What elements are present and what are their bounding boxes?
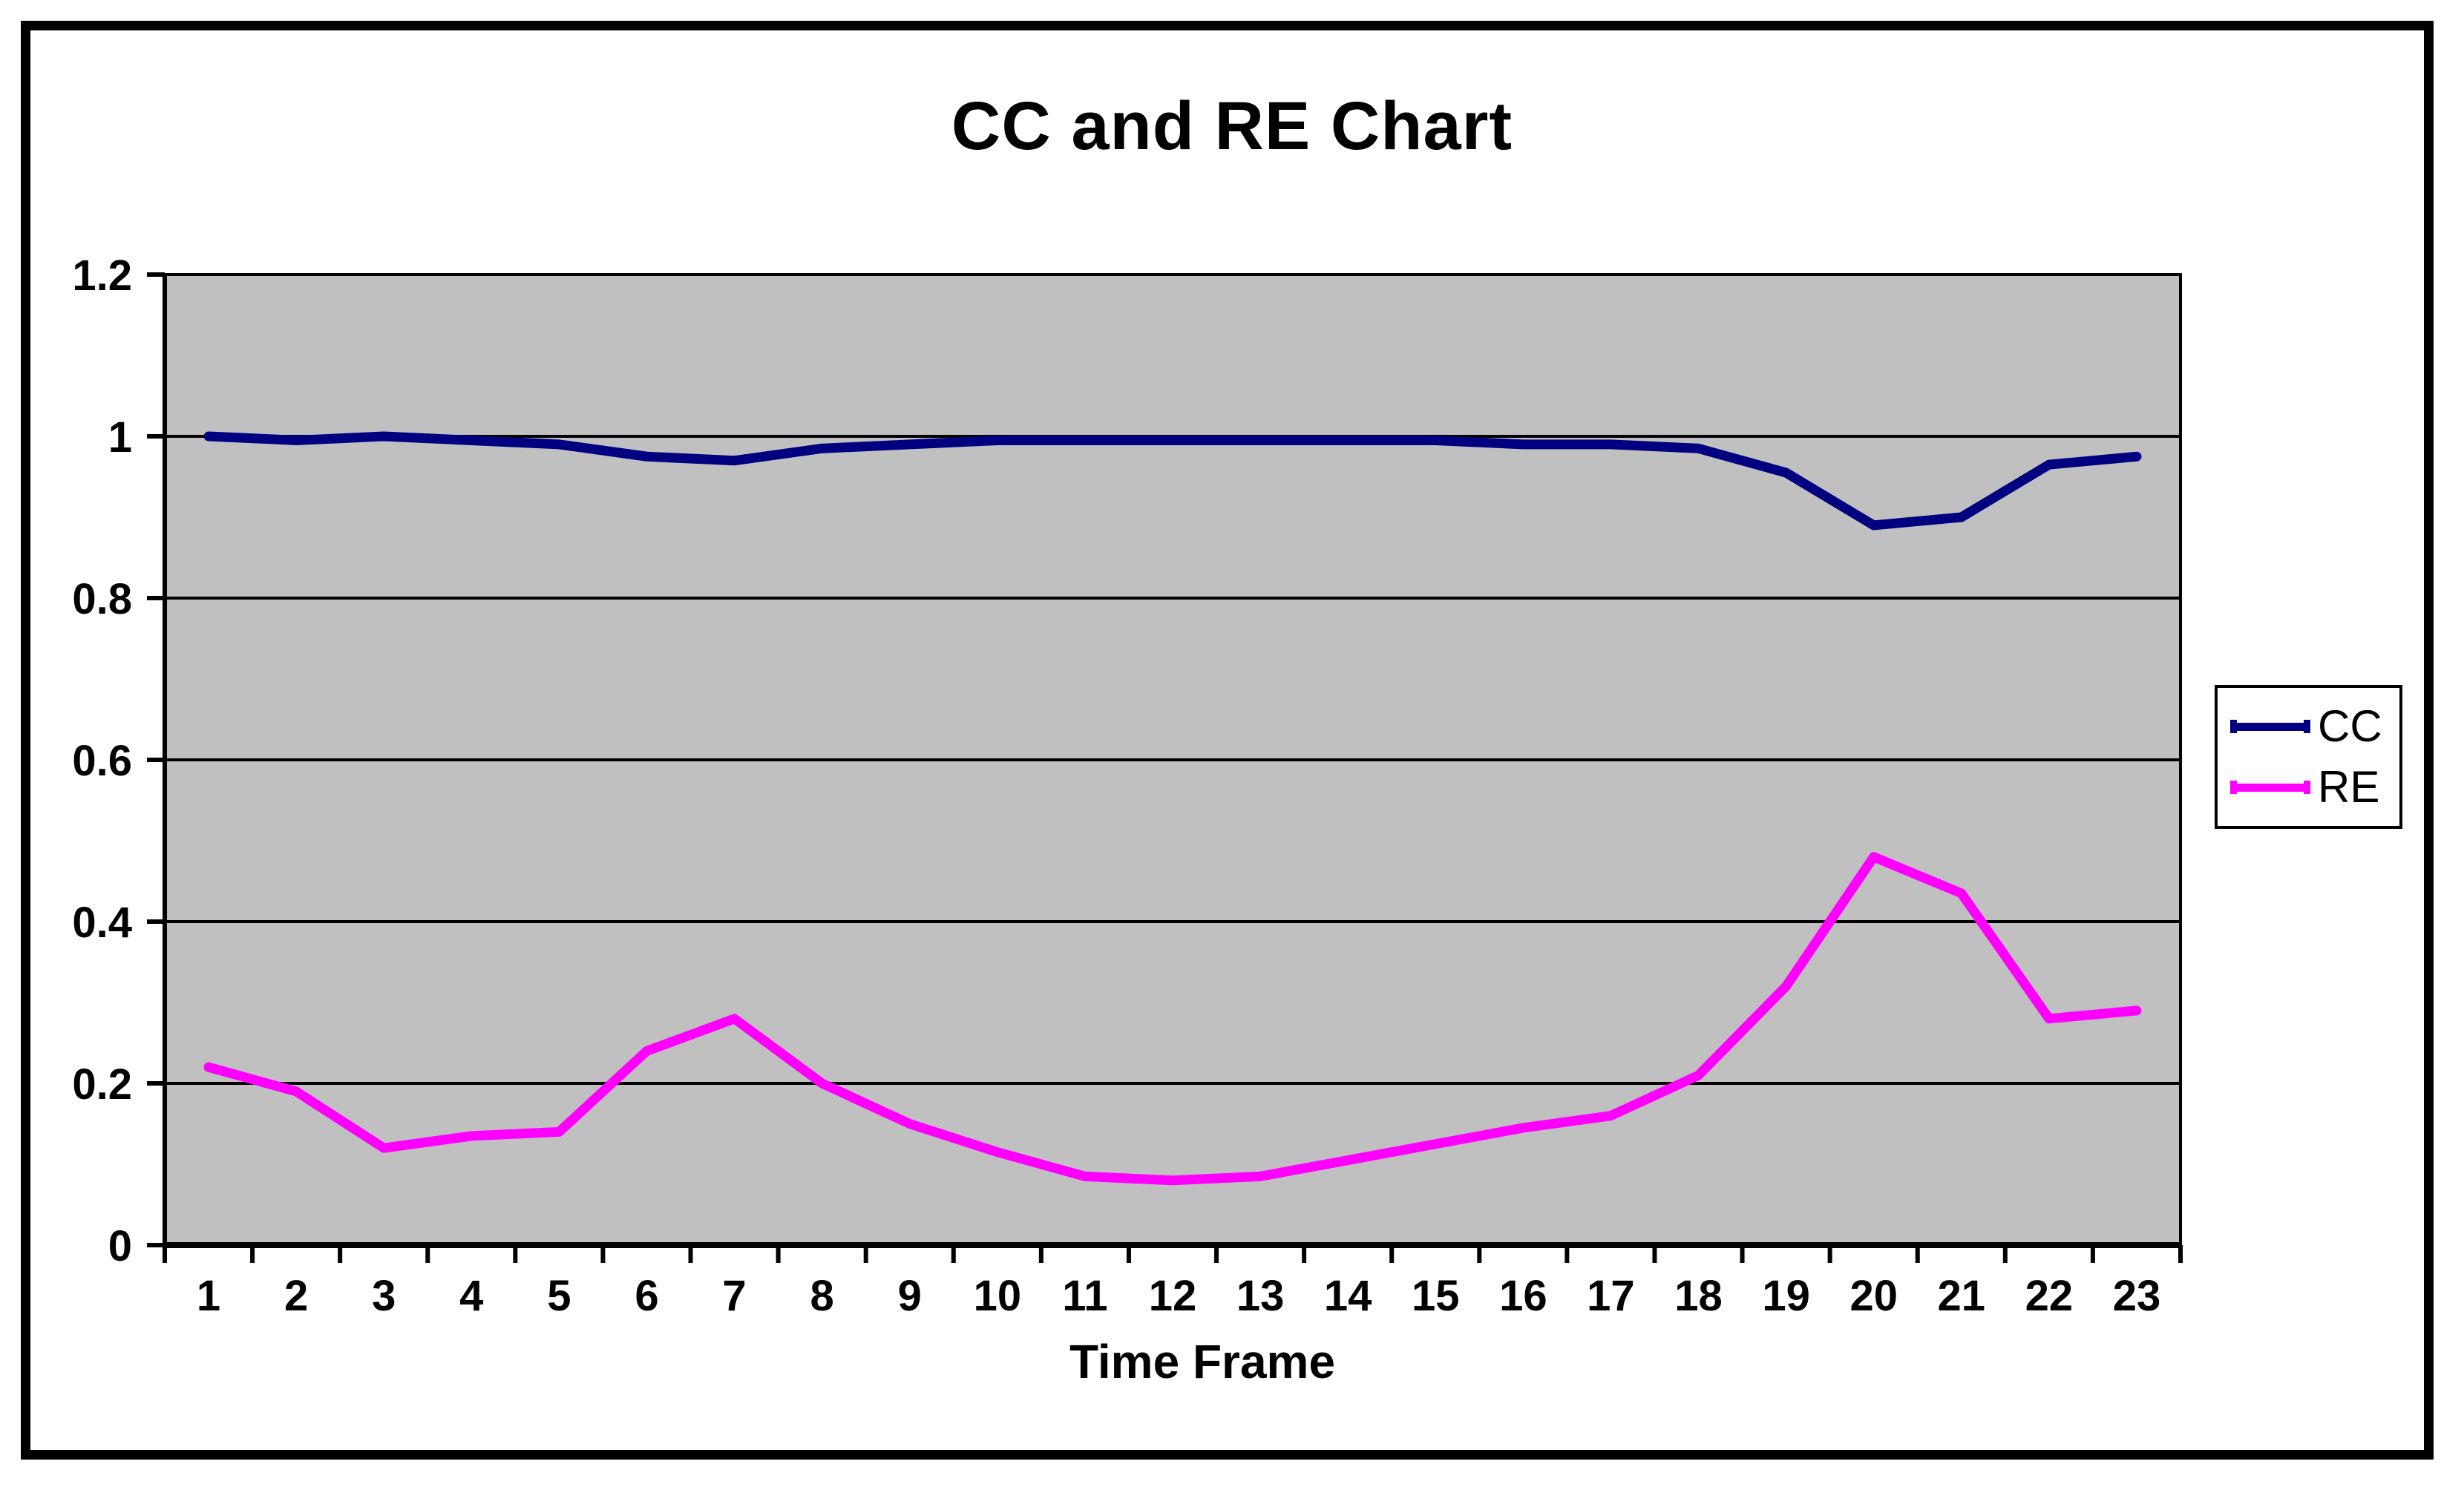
y-tick-label: 0.6 [72, 737, 132, 785]
x-tick-label: 21 [1938, 1272, 1986, 1320]
x-tick-label: 4 [459, 1272, 483, 1320]
x-tick-label: 7 [722, 1272, 746, 1320]
legend-entry-cc: CC [2229, 704, 2399, 749]
legend: CC RE [2215, 685, 2402, 829]
x-tick-label: 5 [547, 1272, 571, 1320]
x-axis-title: Time Frame [1069, 1335, 1336, 1388]
x-tick-label: 13 [1236, 1272, 1285, 1320]
y-tick-label: 0.4 [72, 899, 132, 947]
chart-title: CC and RE Chart [951, 88, 1513, 164]
x-tick-label: 6 [635, 1272, 658, 1320]
x-tick-label: 12 [1149, 1272, 1197, 1320]
y-tick-label: 1.2 [72, 252, 132, 300]
x-tick-label: 3 [372, 1272, 396, 1320]
y-tick-label: 0.2 [72, 1060, 132, 1109]
series-line-cc [203, 431, 2142, 531]
legend-series-label: CC [2318, 701, 2382, 751]
x-tick-label: 17 [1587, 1272, 1635, 1320]
x-tick-label: 9 [898, 1272, 922, 1320]
x-tick-label: 18 [1674, 1272, 1723, 1320]
series-line-re [203, 852, 2142, 1186]
x-tick-label: 11 [1062, 1272, 1107, 1320]
legend-line-sample [2230, 720, 2310, 733]
y-tick-label: 1 [108, 413, 132, 462]
legend-entry-re: RE [2229, 765, 2399, 810]
x-tick-label: 16 [1499, 1272, 1547, 1320]
x-tick-label: 19 [1762, 1272, 1810, 1320]
x-tick-label: 20 [1849, 1272, 1898, 1320]
x-tick-label: 10 [974, 1272, 1022, 1320]
x-tick-label: 14 [1324, 1272, 1372, 1320]
x-tick-label: 15 [1412, 1272, 1460, 1320]
chart-frame [21, 21, 2434, 1460]
legend-series-label: RE [2318, 762, 2380, 812]
x-tick-label: 22 [2025, 1272, 2074, 1320]
x-tick-label: 8 [810, 1272, 834, 1320]
x-tick-label: 2 [284, 1272, 308, 1320]
x-tick-label: 23 [2113, 1272, 2161, 1320]
x-tick-label: 1 [197, 1272, 220, 1320]
y-tick-label: 0 [108, 1222, 132, 1270]
y-tick-label: 0.8 [72, 575, 132, 623]
legend-line-sample [2230, 781, 2310, 794]
